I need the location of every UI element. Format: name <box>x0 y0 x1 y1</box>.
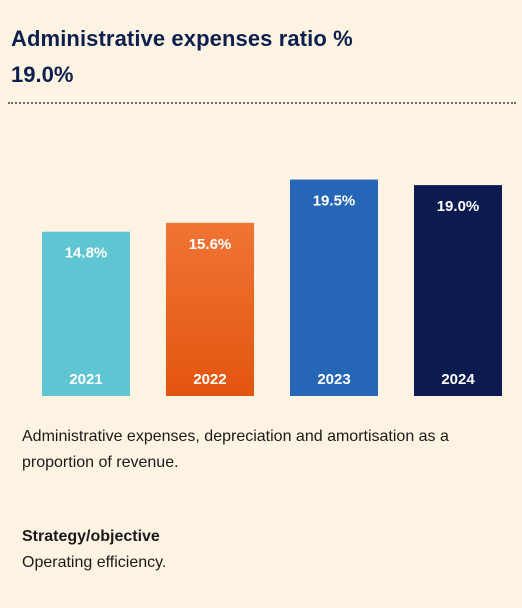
category-label-2022: 2022 <box>193 371 226 388</box>
bar-2024 <box>414 185 502 396</box>
headline-value: 19.0% <box>11 62 74 87</box>
chart-title: Administrative expenses ratio % <box>11 26 353 51</box>
bar-value-label-2021: 14.8% <box>65 245 108 262</box>
strategy-label: Strategy/objective <box>22 528 160 545</box>
bar-value-label-2023: 19.5% <box>313 193 356 210</box>
category-label-2021: 2021 <box>69 371 102 388</box>
bar-chart: 14.8% 2021 15.6% 2022 19.5% 2023 19.0% 2024 <box>42 179 502 396</box>
strategy-value: Operating efficiency. <box>22 554 167 571</box>
category-label-2023: 2023 <box>317 371 350 388</box>
bar-2023 <box>290 179 378 396</box>
chart-description: Administrative expenses, depreciation an… <box>22 428 449 471</box>
bar-2021 <box>42 231 130 396</box>
bar-value-label-2024: 19.0% <box>437 198 480 215</box>
bar-value-label-2022: 15.6% <box>189 236 232 253</box>
bar-2022 <box>166 222 254 396</box>
dotted-divider <box>8 102 516 104</box>
category-label-2024: 2024 <box>441 371 475 388</box>
